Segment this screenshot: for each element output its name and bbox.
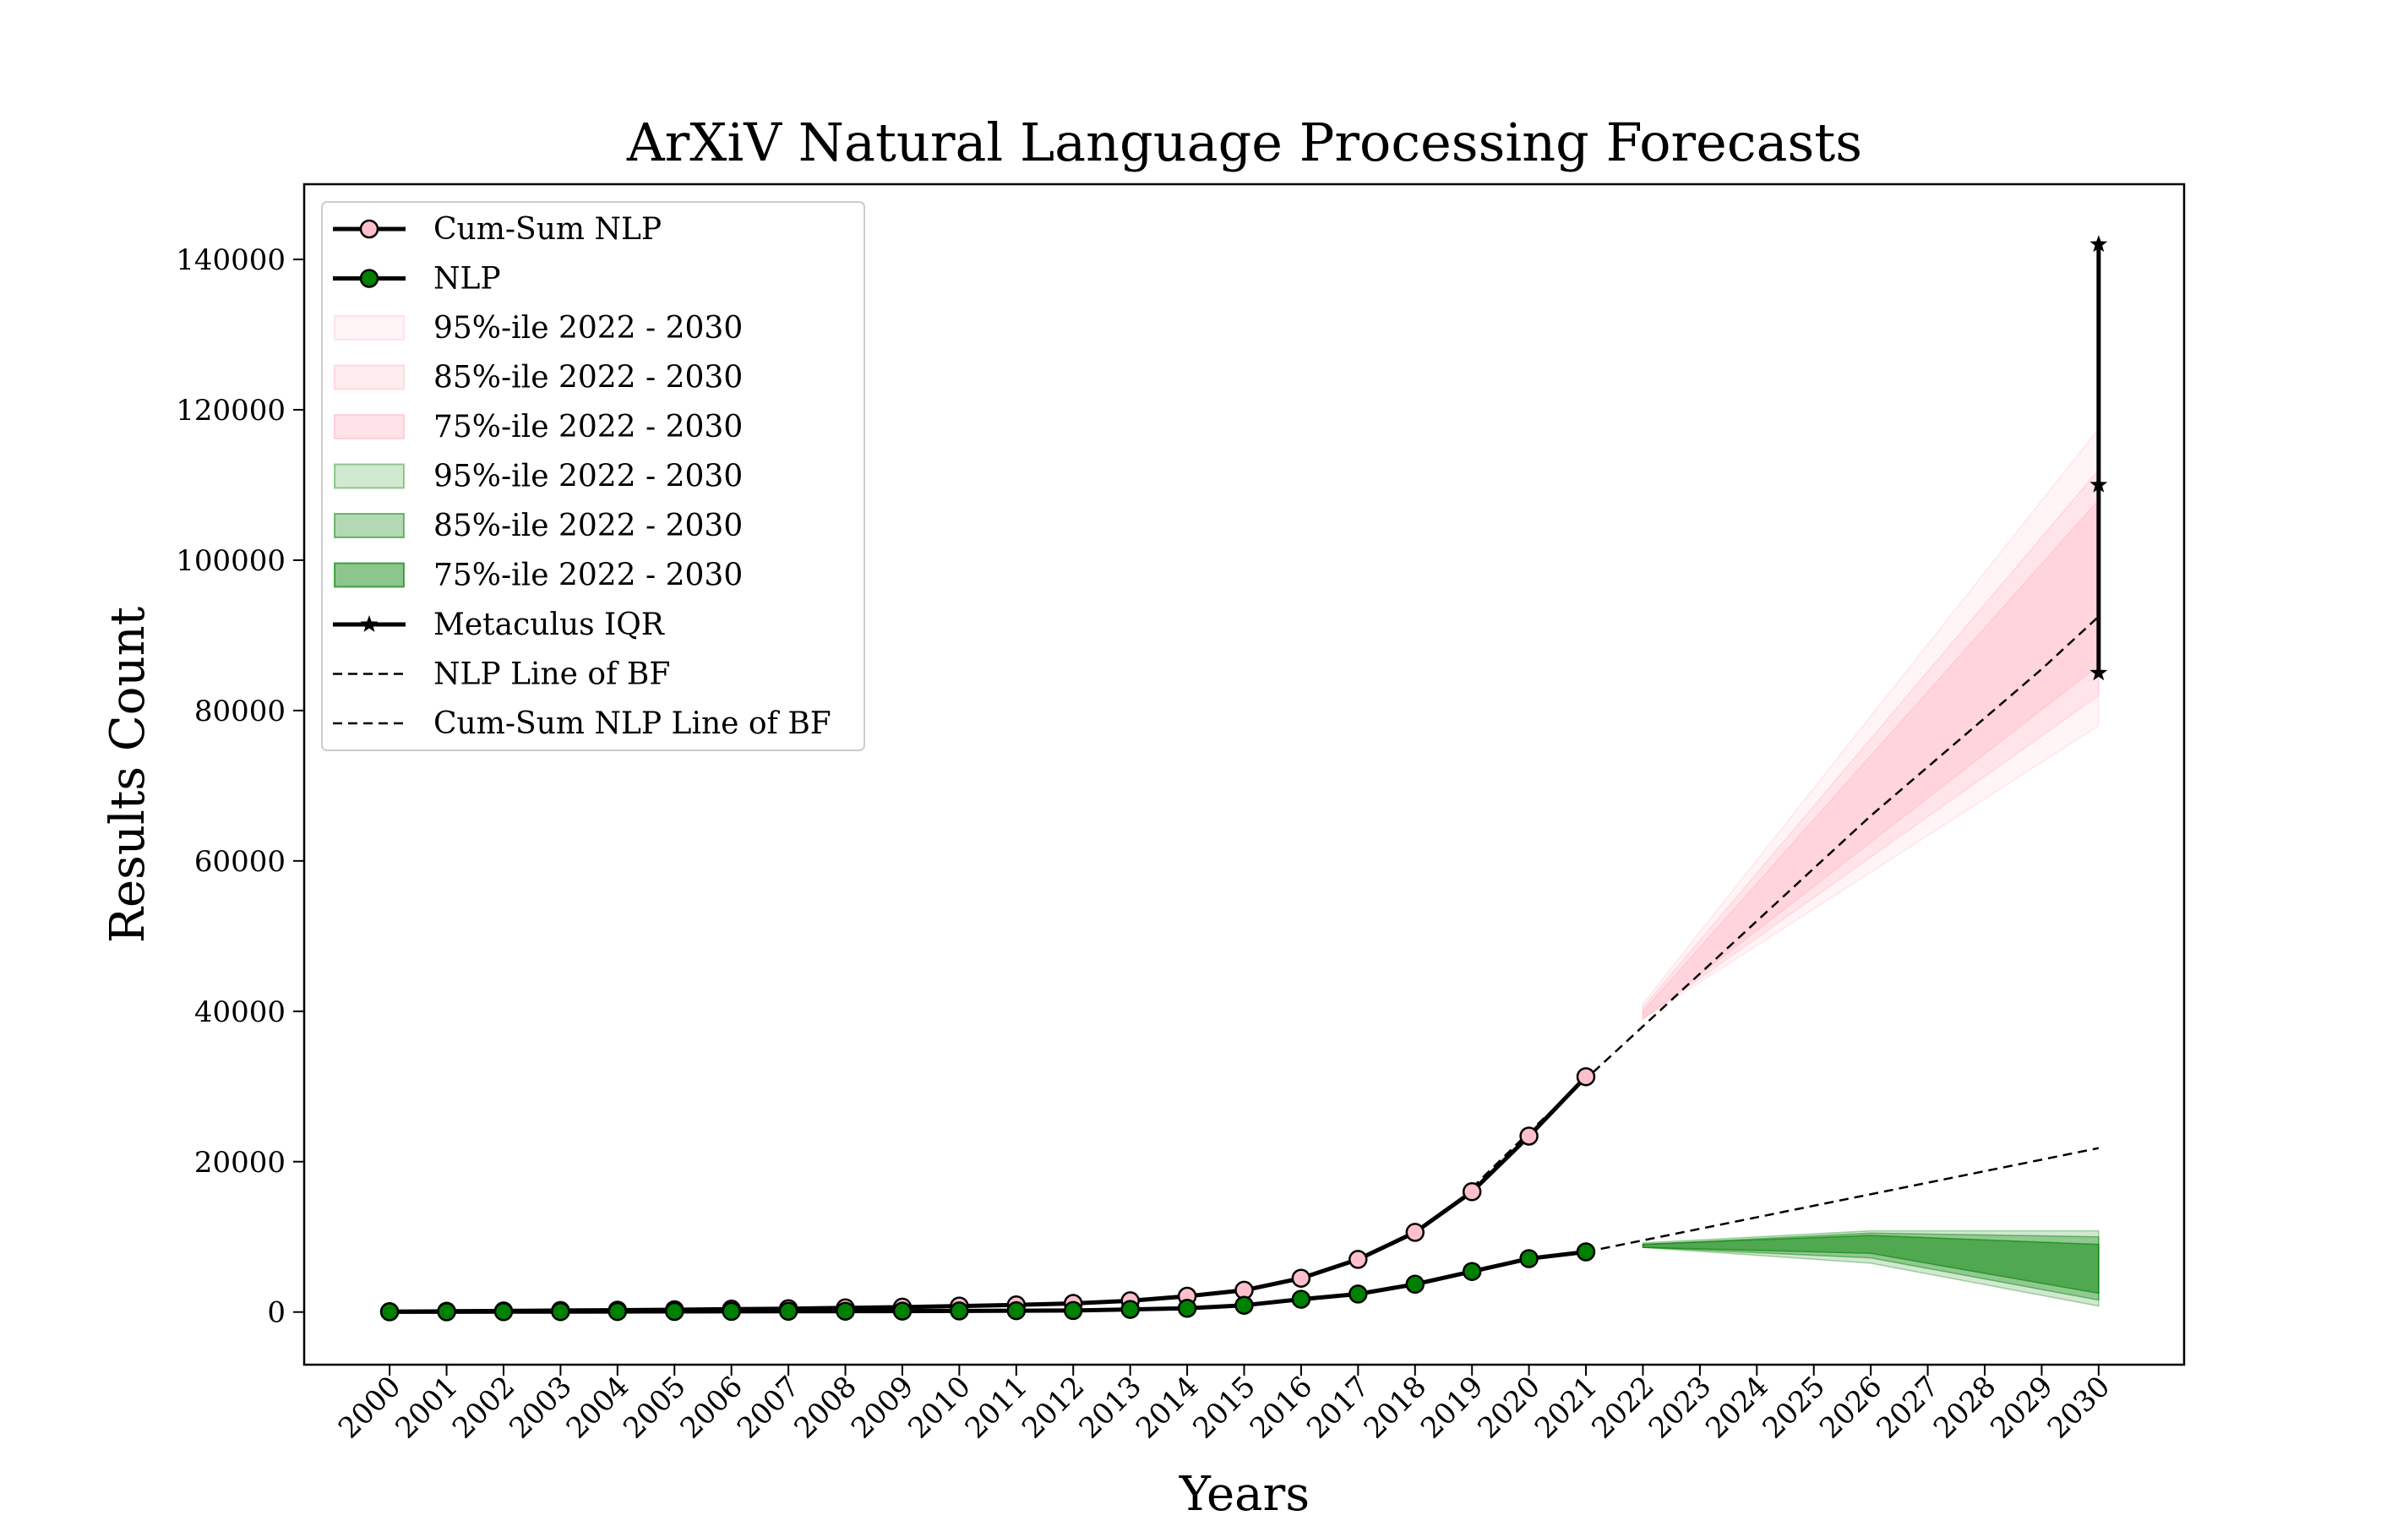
- legend-box: [321, 201, 865, 751]
- y-tick-label-2: 40000: [194, 995, 286, 1029]
- series-0-point-20: [1519, 1126, 1539, 1146]
- x-axis-label: Years: [1179, 1467, 1310, 1521]
- series-1-point-12: [1063, 1300, 1083, 1321]
- y-tick-label-0: 0: [267, 1296, 286, 1330]
- legend-swatch-3: [334, 364, 405, 390]
- legend-marker-0: [359, 219, 379, 239]
- series-1-point-19: [1462, 1262, 1482, 1281]
- legend-swatch-7: [334, 562, 405, 588]
- legend-swatch-4: [334, 414, 405, 439]
- series-1-point-1: [437, 1302, 456, 1322]
- legend-marker-8: [360, 615, 379, 632]
- series-1-point-17: [1348, 1284, 1368, 1304]
- series-0-point-19: [1462, 1182, 1482, 1202]
- band-5: [1642, 1235, 2100, 1295]
- legend-swatch-6: [334, 513, 405, 538]
- legend-label-2: 95%-ile 2022 - 2030: [433, 311, 743, 346]
- legend-label-1: NLP: [433, 262, 501, 297]
- metaculus-iqr: [2089, 235, 2108, 681]
- legend-marker-1: [359, 269, 379, 288]
- legend-label-8: Metaculus IQR: [433, 608, 665, 642]
- series-0-point-16: [1291, 1268, 1311, 1288]
- series-1-point-7: [778, 1301, 798, 1322]
- series-1-point-9: [892, 1301, 913, 1321]
- legend-swatch-2: [334, 315, 405, 341]
- legend-label-6: 85%-ile 2022 - 2030: [433, 509, 743, 543]
- legend-label-3: 85%-ile 2022 - 2030: [433, 361, 743, 395]
- series-1-point-0: [379, 1302, 400, 1322]
- legend-label-4: 75%-ile 2022 - 2030: [433, 410, 743, 444]
- series-1-point-16: [1291, 1289, 1311, 1309]
- series-1-point-4: [607, 1301, 628, 1322]
- series-1-point-6: [722, 1301, 741, 1322]
- series-1-point-21: [1576, 1242, 1596, 1262]
- legend-swatch-5: [334, 463, 405, 489]
- legend-label-5: 95%-ile 2022 - 2030: [433, 460, 743, 494]
- series-1-point-20: [1519, 1249, 1539, 1268]
- series-1-point-8: [836, 1301, 855, 1321]
- legend-label-10: Cum-Sum NLP Line of BF: [433, 706, 831, 741]
- legend-label-0: Cum-Sum NLP: [433, 212, 662, 247]
- y-tick-label-1: 20000: [194, 1146, 286, 1180]
- iqr-star-2: [2089, 235, 2108, 253]
- y-tick-label-4: 80000: [194, 695, 286, 728]
- series-1-point-10: [950, 1301, 969, 1321]
- legend-label-9: NLP Line of BF: [433, 657, 670, 692]
- best-fit-line-0: [1585, 1147, 2100, 1253]
- y-tick-label-6: 120000: [176, 394, 286, 428]
- y-axis-label: Results Count: [101, 606, 155, 943]
- iqr-star-0: [2089, 663, 2108, 681]
- series-1-point-18: [1405, 1274, 1425, 1295]
- series-1-point-2: [493, 1302, 514, 1322]
- chart-title: ArXiV Natural Language Processing Foreca…: [626, 112, 1862, 173]
- series-1-point-14: [1177, 1299, 1197, 1318]
- series-0-point-21: [1576, 1066, 1596, 1087]
- iqr-star-1: [2089, 475, 2108, 493]
- forecast-bands: [1642, 427, 2100, 1307]
- y-axis-ticks: 0 20000 40000 60000 80000 100000 120000 140000: [176, 243, 304, 1330]
- y-tick-label-5: 100000: [176, 544, 286, 578]
- y-tick-label-3: 60000: [194, 845, 286, 879]
- series-1-point-11: [1006, 1300, 1027, 1321]
- series-1-point-15: [1234, 1295, 1254, 1315]
- series-1-point-13: [1120, 1300, 1140, 1319]
- series-0-point-18: [1405, 1223, 1425, 1242]
- legend: Cum-Sum NLP NLP 95%-ile 2022 - 2030 85%-ile…: [321, 201, 865, 751]
- y-tick-label-7: 140000: [176, 243, 286, 277]
- data-series: [379, 1066, 1596, 1322]
- legend-label-7: 75%-ile 2022 - 2030: [433, 559, 743, 593]
- series-line-1: [390, 1250, 1587, 1314]
- series-0-point-17: [1348, 1250, 1368, 1269]
- series-1-point-3: [551, 1301, 570, 1322]
- series-1-point-5: [665, 1301, 684, 1322]
